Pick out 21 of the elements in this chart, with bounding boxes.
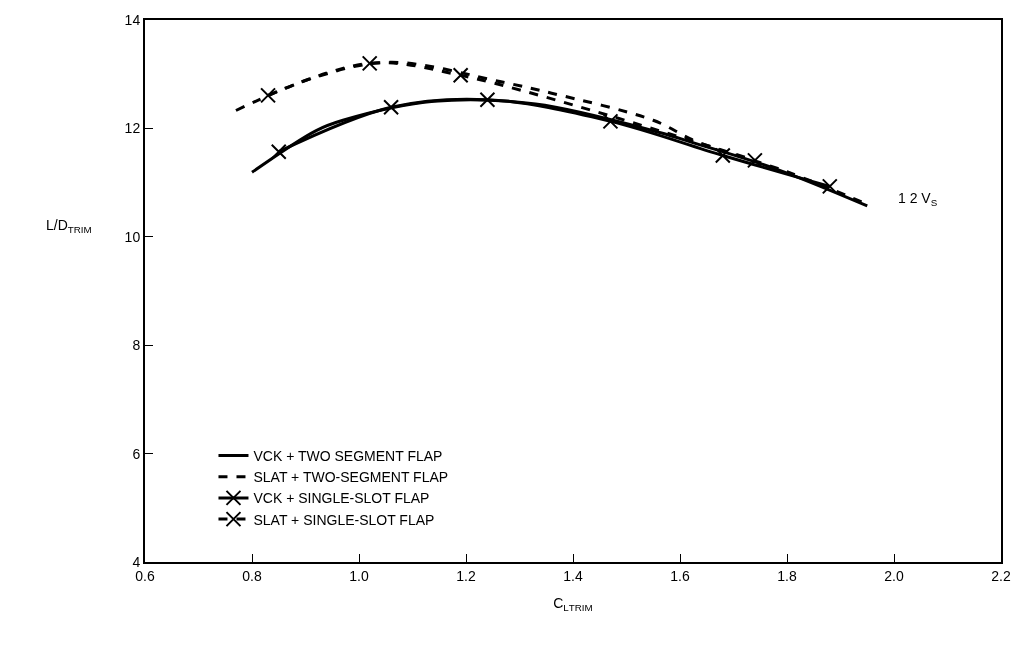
y-tick-label: 6 <box>132 445 141 462</box>
y-tick-label: 12 <box>124 120 141 137</box>
x-tick-label: 1.0 <box>349 567 369 584</box>
annotation: 1 2 V$_{S}$ <box>898 190 938 208</box>
legend-label: SLAT + SINGLE-SLOT FLAP <box>253 511 435 528</box>
x-tick-label: 1.6 <box>670 567 690 584</box>
x-tick-label: 1.2 <box>456 567 476 584</box>
y-tick-label: 8 <box>132 337 141 354</box>
legend-label: VCK + SINGLE-SLOT FLAP <box>253 490 430 507</box>
x-tick-label: 2.0 <box>884 567 904 584</box>
x-tick-label: 0.8 <box>242 567 262 584</box>
y-tick-label: 10 <box>124 228 141 245</box>
y-tick-label: 14 <box>124 11 141 28</box>
x-tick-label: 1.8 <box>777 567 797 584</box>
y-tick-label: 4 <box>132 553 141 570</box>
legend-label: SLAT + TWO-SEGMENT FLAP <box>253 469 449 486</box>
legend-label: VCK + TWO SEGMENT FLAP <box>253 447 443 464</box>
x-tick-label: 0.6 <box>135 567 155 584</box>
x-tick-label: 2.2 <box>991 567 1011 584</box>
y-axis-title: L/D$_{TRIM}$ <box>46 217 92 235</box>
x-tick-label: 1.4 <box>563 567 583 584</box>
